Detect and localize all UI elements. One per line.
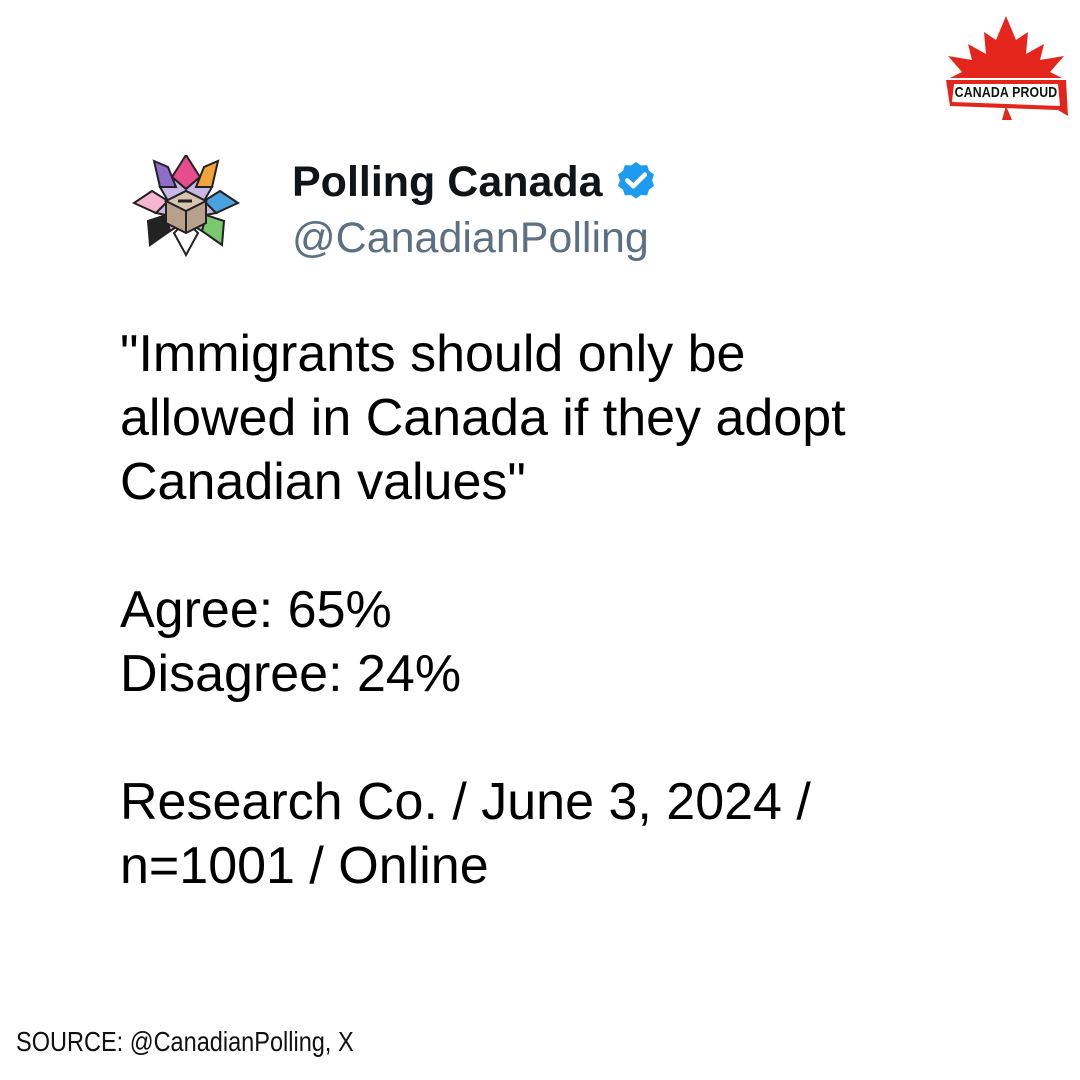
methodology-line: n=1001 / Online xyxy=(120,837,489,895)
verified-badge-icon xyxy=(617,161,654,199)
account-name[interactable]: Polling Canada xyxy=(292,157,603,206)
question-line: Canadian values" xyxy=(120,453,526,511)
tweet-text: "Immigrants should only be allowed in Ca… xyxy=(120,322,1020,898)
brand-text: CANADA PROUD xyxy=(954,84,1058,101)
question-line: "Immigrants should only be xyxy=(120,325,746,383)
paragraph-spacer xyxy=(120,706,1020,770)
maple-leaf-icon xyxy=(946,16,1068,120)
result-disagree: Disagree: 24% xyxy=(120,645,462,703)
result-agree: Agree: 65% xyxy=(120,581,392,639)
polling-canada-logo-icon[interactable] xyxy=(130,153,242,258)
account-header: Polling Canada xyxy=(292,154,659,210)
account-handle[interactable]: @CanadianPolling xyxy=(292,214,649,262)
question-line: allowed in Canada if they adopt xyxy=(120,389,846,447)
methodology-line: Research Co. / June 3, 2024 / xyxy=(120,773,811,831)
canada-proud-logo: CANADA PROUD xyxy=(940,14,1072,122)
source-credit: SOURCE: @CanadianPolling, X xyxy=(16,1026,354,1057)
paragraph-spacer xyxy=(120,514,1020,578)
